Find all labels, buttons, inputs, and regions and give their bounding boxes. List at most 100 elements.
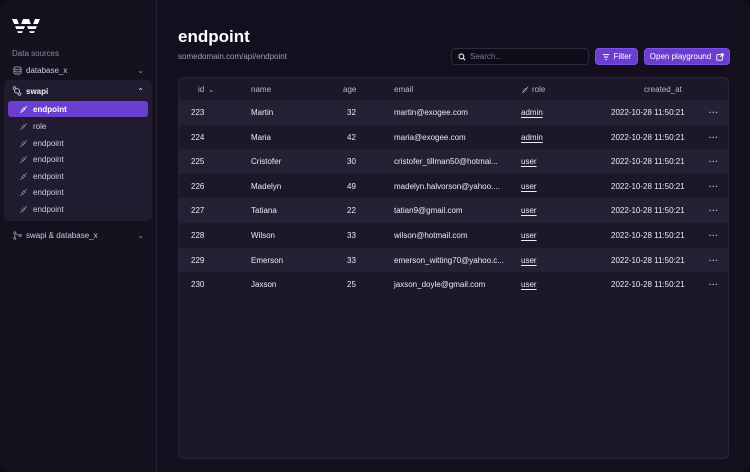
- cell-email: madelyn.halvorson@yahoo....: [394, 181, 500, 191]
- cell-name: Maria: [251, 132, 272, 142]
- sidebar-item-endpoint[interactable]: endpoint: [8, 201, 148, 217]
- sidebar-source-label: swapi & database_x: [26, 230, 98, 240]
- cell-role-link[interactable]: user: [521, 157, 537, 167]
- merge-icon: [12, 230, 22, 240]
- cell-role-link[interactable]: user: [521, 255, 537, 265]
- endpoint-icon: [19, 155, 28, 164]
- sidebar-item-label: role: [33, 121, 47, 131]
- column-header-name[interactable]: name: [251, 85, 271, 94]
- column-header-id[interactable]: id ⌄: [198, 85, 214, 94]
- table-row[interactable]: 230 Jaxson 25 jaxson_doyle@gmail.com use…: [179, 272, 728, 297]
- cell-id: 227: [191, 206, 205, 216]
- search-icon: [458, 52, 466, 61]
- column-label: email: [394, 85, 414, 94]
- column-label: created_at: [644, 85, 682, 94]
- cell-role-link[interactable]: user: [521, 280, 537, 290]
- cell-name: Martin: [251, 108, 274, 117]
- cell-age: 30: [347, 157, 356, 167]
- row-actions-button[interactable]: ···: [709, 157, 719, 167]
- cell-role-link[interactable]: admin: [521, 132, 543, 142]
- row-actions-button[interactable]: ···: [709, 255, 719, 265]
- cell-age: 33: [347, 230, 356, 240]
- cell-email: emerson_witting70@yahoo.c...: [394, 255, 504, 265]
- sidebar-item-endpoint[interactable]: endpoint: [8, 151, 148, 167]
- sidebar-item-label: endpoint: [33, 171, 64, 181]
- sidebar-item-label: endpoint: [33, 204, 64, 214]
- cell-age: 25: [347, 280, 356, 290]
- table-body: 223 Martin 32 martin@exogee.com admin 20…: [179, 100, 728, 297]
- cell-email: martin@exogee.com: [394, 108, 468, 117]
- cell-name: Cristofer: [251, 157, 282, 167]
- cell-id: 223: [191, 108, 205, 117]
- sidebar-group-header[interactable]: swapi ⌃: [12, 84, 144, 98]
- endpoint-icon: [19, 188, 28, 197]
- cell-created-at: 2022-10-28 11:50:21: [611, 157, 685, 167]
- filter-button-label: Filter: [613, 52, 632, 61]
- database-icon: [12, 65, 22, 75]
- cell-age: 49: [347, 181, 356, 191]
- table-header: id ⌄ name age email role: [179, 78, 728, 100]
- column-header-email[interactable]: email: [394, 85, 413, 94]
- sort-desc-icon[interactable]: ⌄: [208, 86, 215, 94]
- row-actions-button[interactable]: ···: [709, 206, 719, 216]
- cell-role-link[interactable]: user: [521, 181, 537, 191]
- cell-email: cristofer_tillman50@hotmai...: [394, 157, 498, 167]
- column-label: role: [532, 85, 546, 94]
- open-playground-label: Open playground: [649, 52, 712, 61]
- sidebar-item-endpoint[interactable]: endpoint: [8, 101, 148, 117]
- logo-icon: [12, 19, 40, 33]
- sidebar-item-endpoint[interactable]: endpoint: [8, 184, 148, 200]
- cell-age: 22: [347, 206, 356, 216]
- cell-age: 32: [347, 108, 356, 117]
- sidebar-source-database-x[interactable]: database_x ⌄: [12, 63, 144, 77]
- external-link-icon: [716, 52, 724, 61]
- column-header-created-at[interactable]: created_at: [644, 85, 682, 94]
- endpoint-icon: [19, 139, 28, 148]
- column-label: id: [198, 85, 205, 94]
- chevron-down-icon[interactable]: ⌄: [137, 65, 144, 75]
- cell-role-link[interactable]: admin: [521, 108, 543, 117]
- row-actions-button[interactable]: ···: [709, 181, 719, 191]
- data-sources-label: Data sources: [12, 49, 60, 58]
- open-playground-button[interactable]: Open playground: [644, 48, 730, 65]
- table-row[interactable]: 228 Wilson 33 wilson@hotmail.com user 20…: [179, 223, 728, 248]
- filter-button[interactable]: Filter: [595, 48, 638, 65]
- relation-icon: [521, 86, 529, 94]
- search-input[interactable]: [470, 52, 580, 61]
- cell-id: 226: [191, 181, 205, 191]
- endpoint-icon: [19, 205, 28, 214]
- row-actions-button[interactable]: ···: [709, 280, 719, 290]
- row-actions-button[interactable]: ···: [709, 132, 719, 142]
- cell-created-at: 2022-10-28 11:50:21: [611, 255, 685, 265]
- table-row[interactable]: 223 Martin 32 martin@exogee.com admin 20…: [179, 100, 728, 125]
- cell-id: 230: [191, 280, 205, 290]
- chevron-up-icon[interactable]: ⌃: [137, 86, 144, 96]
- row-actions-button[interactable]: ···: [709, 108, 719, 117]
- table-row[interactable]: 224 Maria 42 maria@exogee.com admin 2022…: [179, 125, 728, 150]
- table-row[interactable]: 227 Tatiana 22 tatian9@gmail.com user 20…: [179, 198, 728, 223]
- sidebar-item-role[interactable]: role: [8, 118, 148, 134]
- cell-created-at: 2022-10-28 11:50:21: [611, 206, 685, 216]
- cell-role-link[interactable]: user: [521, 206, 537, 216]
- sidebar-group-label: swapi: [26, 86, 49, 96]
- cell-id: 229: [191, 255, 205, 265]
- cell-role-link[interactable]: user: [521, 230, 537, 240]
- table-row[interactable]: 226 Madelyn 49 madelyn.halvorson@yahoo..…: [179, 174, 728, 199]
- page-title: endpoint: [178, 27, 250, 46]
- sidebar-item-endpoint[interactable]: endpoint: [8, 135, 148, 151]
- table-row[interactable]: 225 Cristofer 30 cristofer_tillman50@hot…: [179, 149, 728, 174]
- cell-email: wilson@hotmail.com: [394, 230, 468, 240]
- row-actions-button[interactable]: ···: [709, 230, 719, 240]
- sidebar-item-endpoint[interactable]: endpoint: [8, 168, 148, 184]
- cell-id: 225: [191, 157, 205, 167]
- sidebar-source-label: database_x: [26, 65, 68, 75]
- column-header-role[interactable]: role: [521, 85, 545, 94]
- chevron-down-icon[interactable]: ⌄: [137, 230, 144, 240]
- column-header-age[interactable]: age: [343, 85, 356, 94]
- table-row[interactable]: 229 Emerson 33 emerson_witting70@yahoo.c…: [179, 247, 728, 273]
- cell-email: tatian9@gmail.com: [394, 206, 463, 216]
- search-box[interactable]: [451, 48, 589, 65]
- cell-name: Wilson: [251, 230, 276, 240]
- cell-name: Madelyn: [251, 181, 282, 191]
- sidebar-source-combined[interactable]: swapi & database_x ⌄: [12, 228, 144, 242]
